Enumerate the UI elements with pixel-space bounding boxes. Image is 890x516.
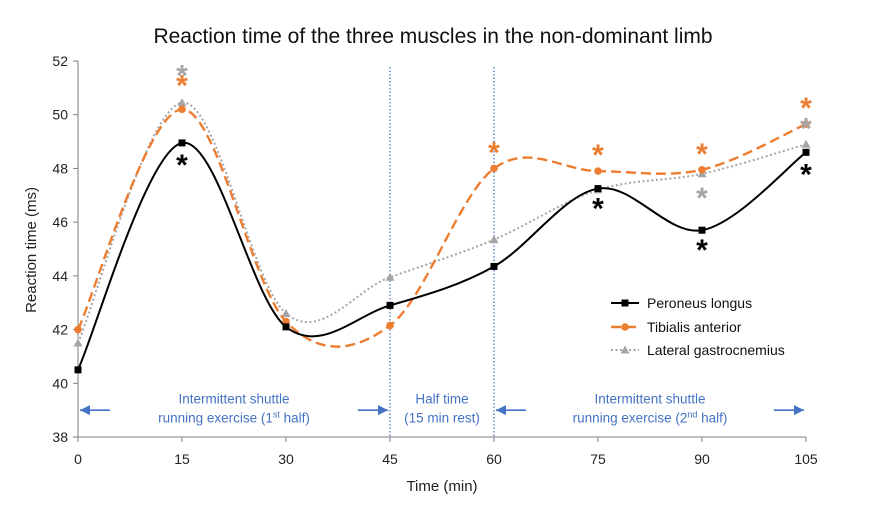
x-tick-label: 30 bbox=[278, 451, 294, 467]
phase-annotation-text: running exercise (1st half) bbox=[158, 409, 310, 425]
data-point-square bbox=[698, 226, 706, 234]
x-tick-label: 60 bbox=[486, 451, 502, 467]
y-tick-label: 52 bbox=[52, 53, 68, 69]
legend-label-0: Peroneus longus bbox=[647, 295, 752, 311]
phase-annotation-text: Half time bbox=[415, 391, 468, 406]
plot-area: 38 40 42 44 46 48 50 52 0 15 30 45 60 75 90 105 Intermit… bbox=[52, 53, 817, 467]
significance-star: * bbox=[176, 69, 188, 102]
data-point-square bbox=[490, 262, 498, 270]
x-tick-label: 90 bbox=[694, 451, 710, 467]
y-tick-label: 46 bbox=[52, 214, 68, 230]
significance-star: * bbox=[696, 234, 708, 267]
data-point-triangle bbox=[281, 308, 291, 317]
significance-star: * bbox=[176, 149, 188, 182]
y-tick-label: 42 bbox=[52, 322, 68, 338]
data-point-circle bbox=[386, 321, 394, 330]
x-axis-label: Time (min) bbox=[406, 478, 477, 495]
phase-arrow-head-right bbox=[378, 405, 388, 416]
significance-star: * bbox=[488, 136, 500, 169]
phase-arrow-head-left bbox=[80, 405, 90, 416]
significance-star: * bbox=[800, 92, 812, 125]
data-point-square bbox=[594, 185, 602, 193]
legend-label-2: Lateral gastrocnemius bbox=[647, 342, 785, 358]
phase-annotation-text: (15 min rest) bbox=[404, 410, 480, 425]
data-point-triangle bbox=[73, 338, 83, 347]
data-point-circle bbox=[698, 165, 706, 174]
x-tick-label: 15 bbox=[174, 451, 190, 467]
significance-star: * bbox=[800, 112, 812, 145]
legend-marker-square bbox=[621, 299, 629, 307]
data-point-square bbox=[802, 148, 810, 156]
phase-annotation-text: Intermittent shuttle bbox=[178, 391, 289, 406]
legend-label-1: Tibialis anterior bbox=[647, 319, 742, 335]
data-point-square bbox=[386, 301, 394, 309]
phase-annotation-text: Intermittent shuttle bbox=[594, 391, 705, 406]
phase-annotation-text: running exercise (2nd half) bbox=[573, 409, 728, 425]
data-point-triangle bbox=[489, 235, 499, 244]
data-point-circle bbox=[802, 120, 810, 128]
y-tick-label: 50 bbox=[52, 107, 68, 123]
legend-marker-triangle bbox=[620, 345, 630, 354]
data-point-circle bbox=[594, 167, 602, 175]
y-tick-label: 38 bbox=[52, 429, 68, 445]
data-point-triangle bbox=[801, 139, 811, 148]
x-tick-label: 105 bbox=[794, 451, 818, 467]
data-point-circle bbox=[178, 105, 186, 114]
data-point-circle bbox=[490, 164, 498, 173]
significance-star: * bbox=[800, 158, 812, 191]
significance-star: * bbox=[592, 139, 604, 172]
significance-star: * bbox=[176, 60, 188, 93]
data-point-square bbox=[74, 366, 82, 374]
data-point-square bbox=[178, 139, 186, 147]
y-axis-label: Reaction time (ms) bbox=[23, 187, 40, 313]
data-point-triangle bbox=[385, 272, 395, 281]
data-point-circle bbox=[74, 325, 82, 334]
y-tick-label: 40 bbox=[52, 375, 68, 391]
legend-marker-circle bbox=[621, 323, 629, 331]
x-tick-label: 0 bbox=[74, 451, 82, 467]
x-tick-label: 45 bbox=[382, 451, 398, 467]
y-tick-label: 48 bbox=[52, 160, 68, 176]
data-point-square bbox=[282, 323, 290, 331]
phase-arrow-head-left bbox=[496, 405, 506, 416]
significance-star: * bbox=[696, 182, 708, 215]
y-tick-label: 44 bbox=[52, 268, 68, 284]
chart-title: Reaction time of the three muscles in th… bbox=[153, 25, 712, 48]
x-tick-label: 75 bbox=[590, 451, 606, 467]
phase-arrow-head-right bbox=[794, 405, 804, 416]
data-point-triangle bbox=[177, 98, 187, 107]
significance-star: * bbox=[696, 138, 708, 171]
significance-star: * bbox=[592, 193, 604, 226]
